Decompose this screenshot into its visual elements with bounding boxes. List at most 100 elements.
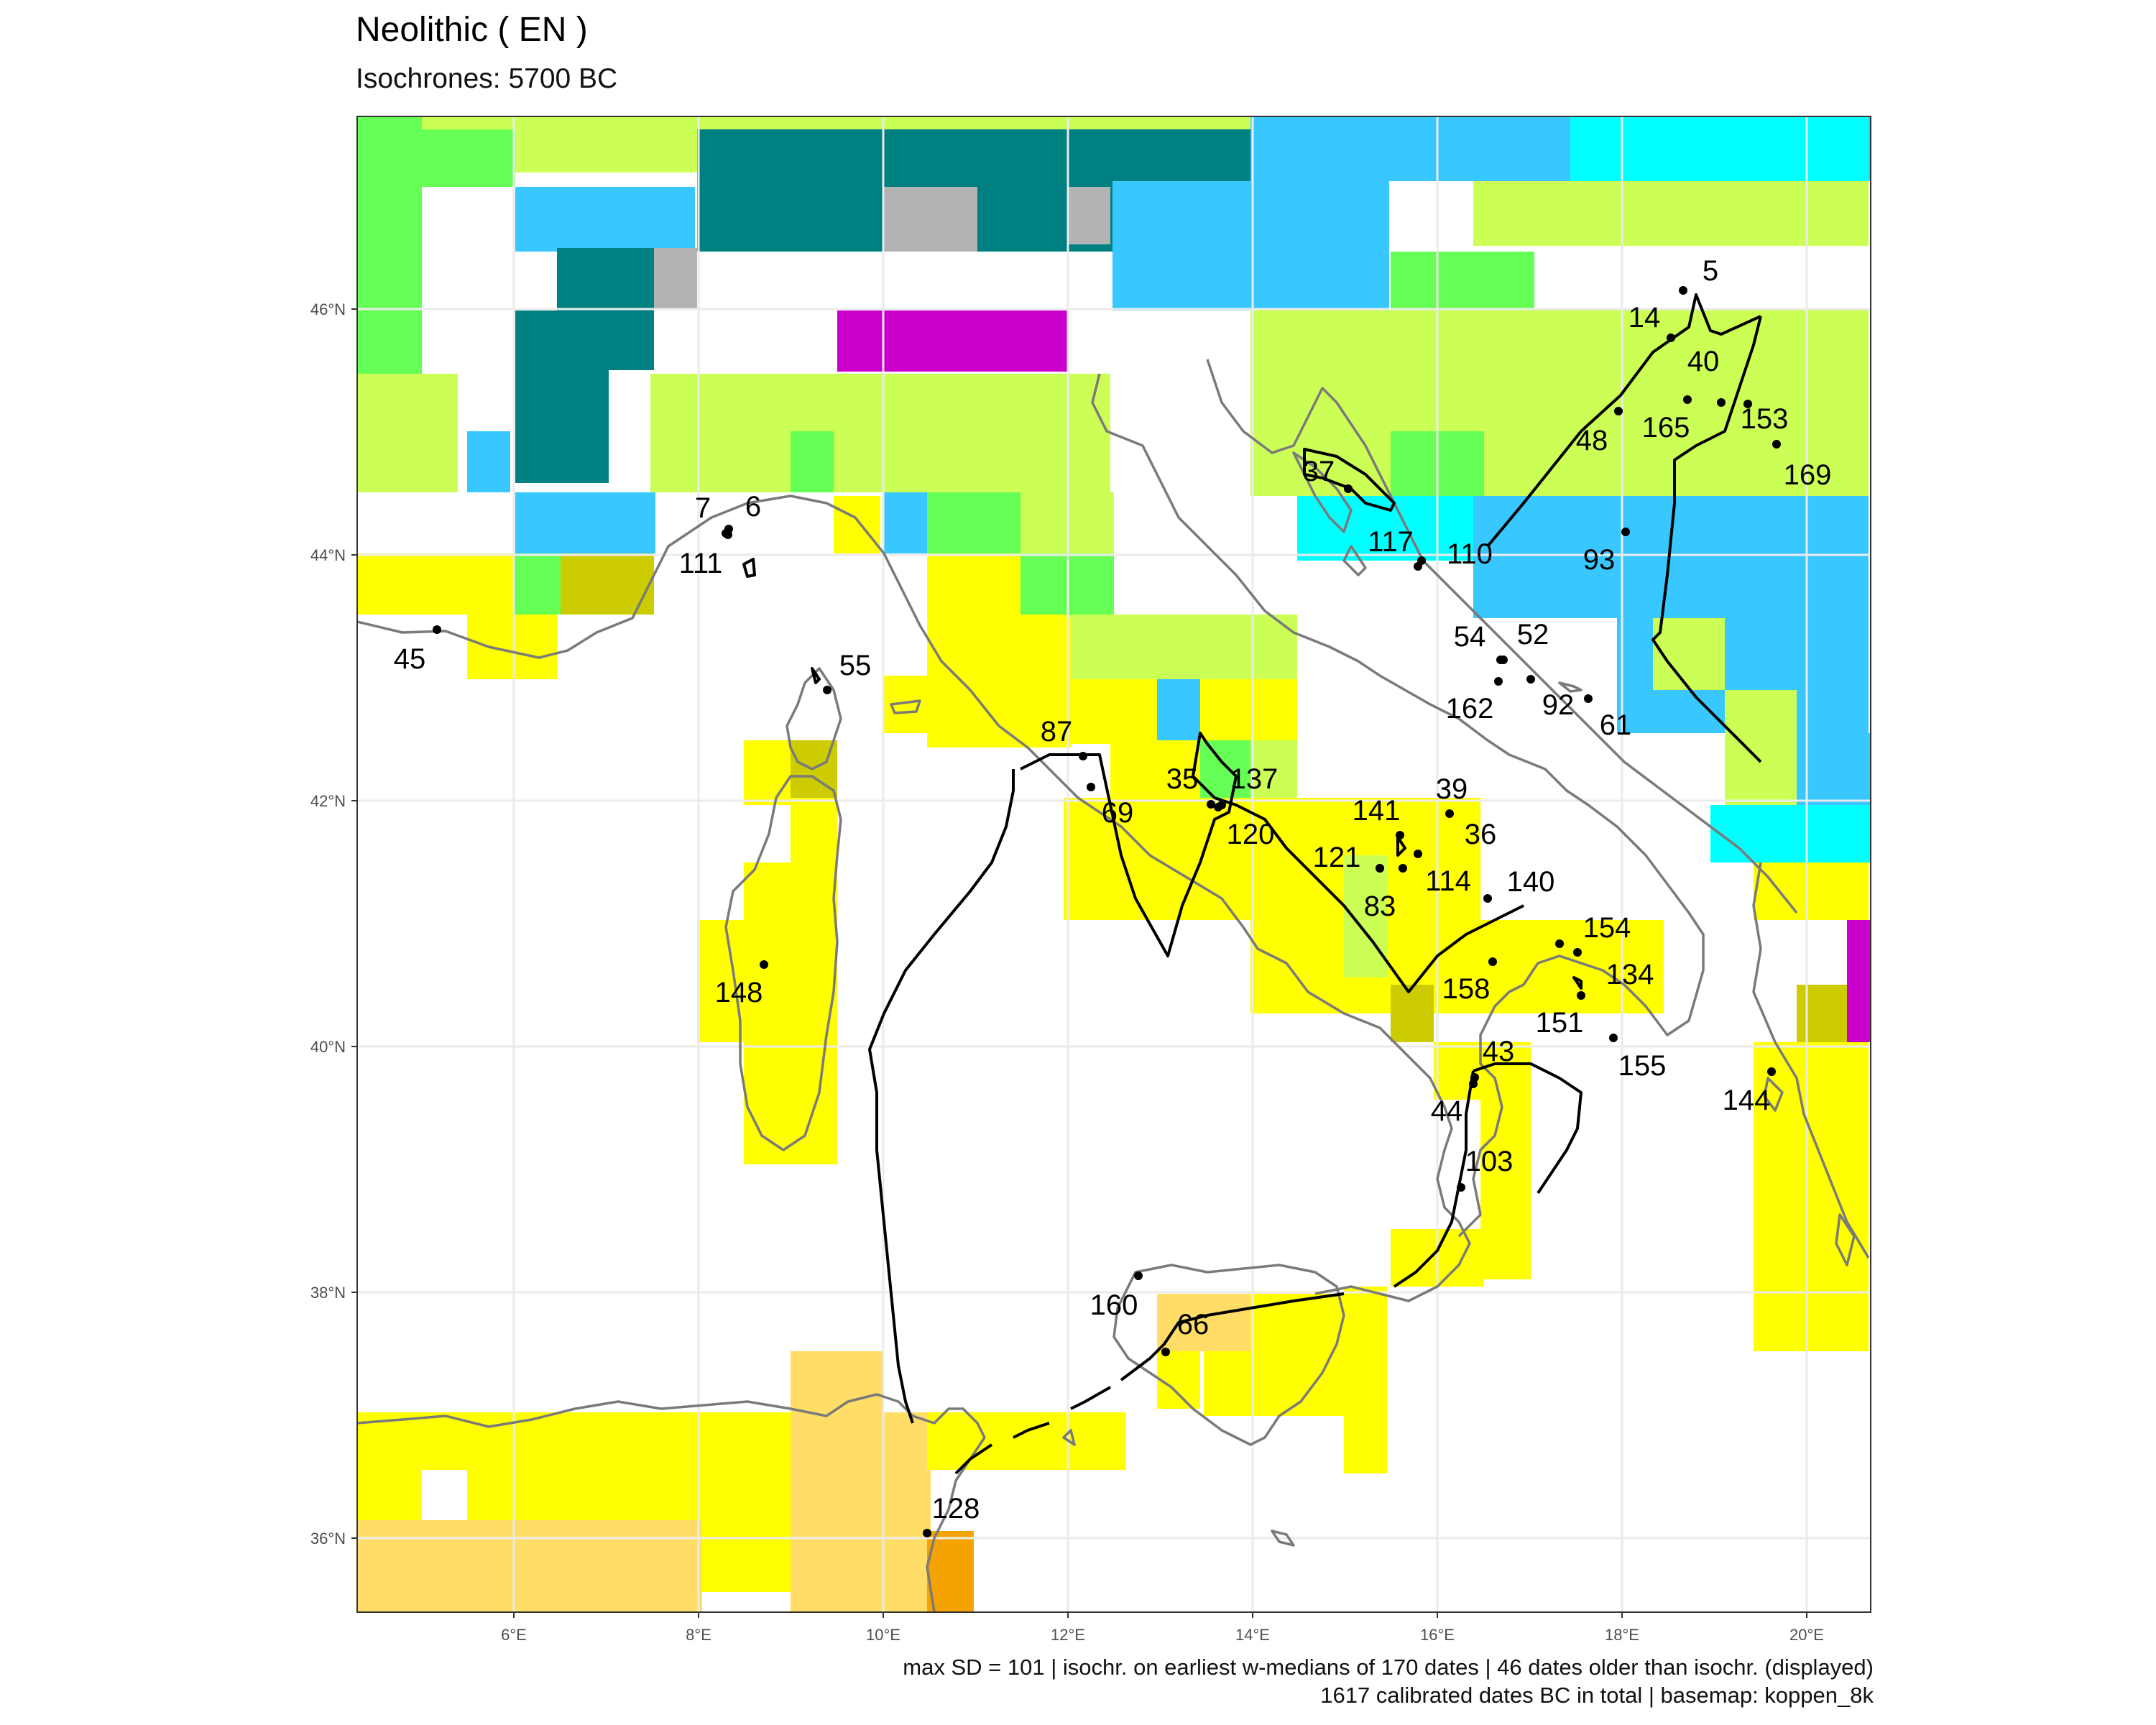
site-point <box>1577 991 1585 1000</box>
y-tick-label: 38°N <box>310 1284 346 1302</box>
site-point <box>1396 831 1404 840</box>
site-point <box>1496 656 1505 664</box>
site-point <box>1743 400 1752 408</box>
y-tick-label: 36°N <box>310 1530 346 1547</box>
site-label: 160 <box>1090 1289 1138 1321</box>
site-label: 54 <box>1454 621 1486 653</box>
site-point <box>433 625 441 634</box>
site-point <box>1494 677 1503 686</box>
climate-raster <box>357 116 1871 1612</box>
site-label: 120 <box>1227 819 1275 850</box>
site-markers: 5 14 40 153 165 48 169 93 7 6 111 45 55 37 117 110 54 52 1… <box>394 255 1832 1537</box>
site-point <box>1087 783 1095 791</box>
site-label: 155 <box>1618 1050 1667 1082</box>
isochrones <box>742 293 1762 1475</box>
site-label: 37 <box>1303 456 1335 487</box>
site-label: 121 <box>1313 842 1361 873</box>
site-label: 40 <box>1687 346 1720 377</box>
x-tick-label: 20°E <box>1789 1626 1824 1644</box>
map-subtitle: Isochrones: 5700 BC <box>356 63 618 94</box>
site-label: 66 <box>1177 1309 1210 1340</box>
x-axis: 6°E 8°E 10°E 12°E 14°E 16°E 18°E 20°E <box>501 1612 1824 1644</box>
x-tick-label: 6°E <box>501 1626 527 1644</box>
site-point <box>1079 752 1087 760</box>
site-point <box>1469 1080 1478 1088</box>
site-point <box>1414 562 1422 571</box>
site-label: 92 <box>1542 689 1575 721</box>
site-label: 158 <box>1442 973 1491 1005</box>
site-label: 141 <box>1353 795 1401 827</box>
site-label: 140 <box>1507 866 1555 898</box>
site-point <box>1214 803 1222 811</box>
x-tick-label: 8°E <box>686 1626 711 1644</box>
site-point <box>1414 850 1422 858</box>
site-point <box>1376 864 1384 873</box>
map-title: Neolithic ( EN ) <box>356 11 588 49</box>
site-point <box>1679 286 1687 295</box>
site-point <box>1207 800 1215 809</box>
site-point <box>923 1529 931 1537</box>
site-point <box>1683 395 1692 404</box>
site-label: 83 <box>1364 891 1396 922</box>
site-label: 128 <box>932 1493 980 1524</box>
site-label: 117 <box>1368 526 1414 558</box>
site-point <box>724 530 732 539</box>
site-label: 169 <box>1784 459 1832 491</box>
site-point <box>1488 957 1497 966</box>
site-label: 153 <box>1741 403 1789 435</box>
site-label: 35 <box>1166 763 1199 795</box>
site-point <box>1573 948 1582 957</box>
site-label: 36 <box>1465 819 1497 850</box>
site-label: 148 <box>715 977 763 1008</box>
site-label: 14 <box>1628 302 1661 334</box>
site-point <box>1483 894 1492 903</box>
site-point <box>1584 694 1593 703</box>
map-caption: max SD = 101 | isochr. on earliest w-med… <box>903 1653 1874 1709</box>
site-label: 44 <box>1431 1095 1463 1127</box>
coastlines <box>357 359 1870 1612</box>
site-label: 6 <box>745 491 761 523</box>
site-label: 45 <box>394 643 426 675</box>
site-point <box>1457 1183 1465 1192</box>
site-point <box>1445 809 1454 818</box>
y-tick-label: 42°N <box>310 792 346 810</box>
site-point <box>1344 484 1353 493</box>
x-tick-label: 14°E <box>1235 1626 1270 1644</box>
site-label: 165 <box>1642 412 1690 443</box>
site-point <box>1555 939 1564 948</box>
site-point <box>1470 1073 1479 1082</box>
site-label: 5 <box>1703 255 1718 287</box>
map-border <box>356 116 1871 1613</box>
y-axis: 46°N 44°N 42°N 40°N 38°N 36°N <box>310 300 357 1547</box>
site-point <box>1717 398 1726 407</box>
site-label: 114 <box>1425 865 1471 897</box>
site-point <box>1614 407 1623 415</box>
site-label: 134 <box>1606 959 1654 990</box>
site-point <box>760 960 768 969</box>
x-tick-label: 18°E <box>1605 1626 1639 1644</box>
site-point <box>1767 1067 1776 1076</box>
site-label: 151 <box>1536 1007 1584 1039</box>
site-label: 103 <box>1465 1146 1514 1177</box>
site-label: 43 <box>1483 1036 1515 1067</box>
site-point <box>1399 864 1407 873</box>
y-tick-label: 40°N <box>310 1038 346 1056</box>
y-tick-label: 46°N <box>310 300 346 318</box>
site-label: 39 <box>1436 773 1468 805</box>
x-tick-label: 16°E <box>1420 1626 1455 1644</box>
site-label: 55 <box>839 650 872 681</box>
site-label: 110 <box>1447 538 1493 570</box>
caption-line-1: max SD = 101 | isochr. on earliest w-med… <box>903 1655 1874 1680</box>
x-tick-label: 12°E <box>1051 1626 1085 1644</box>
site-label: 144 <box>1723 1085 1771 1116</box>
site-point <box>1134 1271 1143 1280</box>
site-label: 7 <box>695 492 711 524</box>
site-label: 48 <box>1576 425 1608 456</box>
caption-line-2: 1617 calibrated dates BC in total | base… <box>1320 1683 1874 1708</box>
site-point <box>1667 334 1675 342</box>
site-point <box>1609 1034 1618 1042</box>
site-point <box>1526 675 1535 684</box>
site-label: 93 <box>1583 544 1616 576</box>
site-label: 87 <box>1041 716 1073 748</box>
